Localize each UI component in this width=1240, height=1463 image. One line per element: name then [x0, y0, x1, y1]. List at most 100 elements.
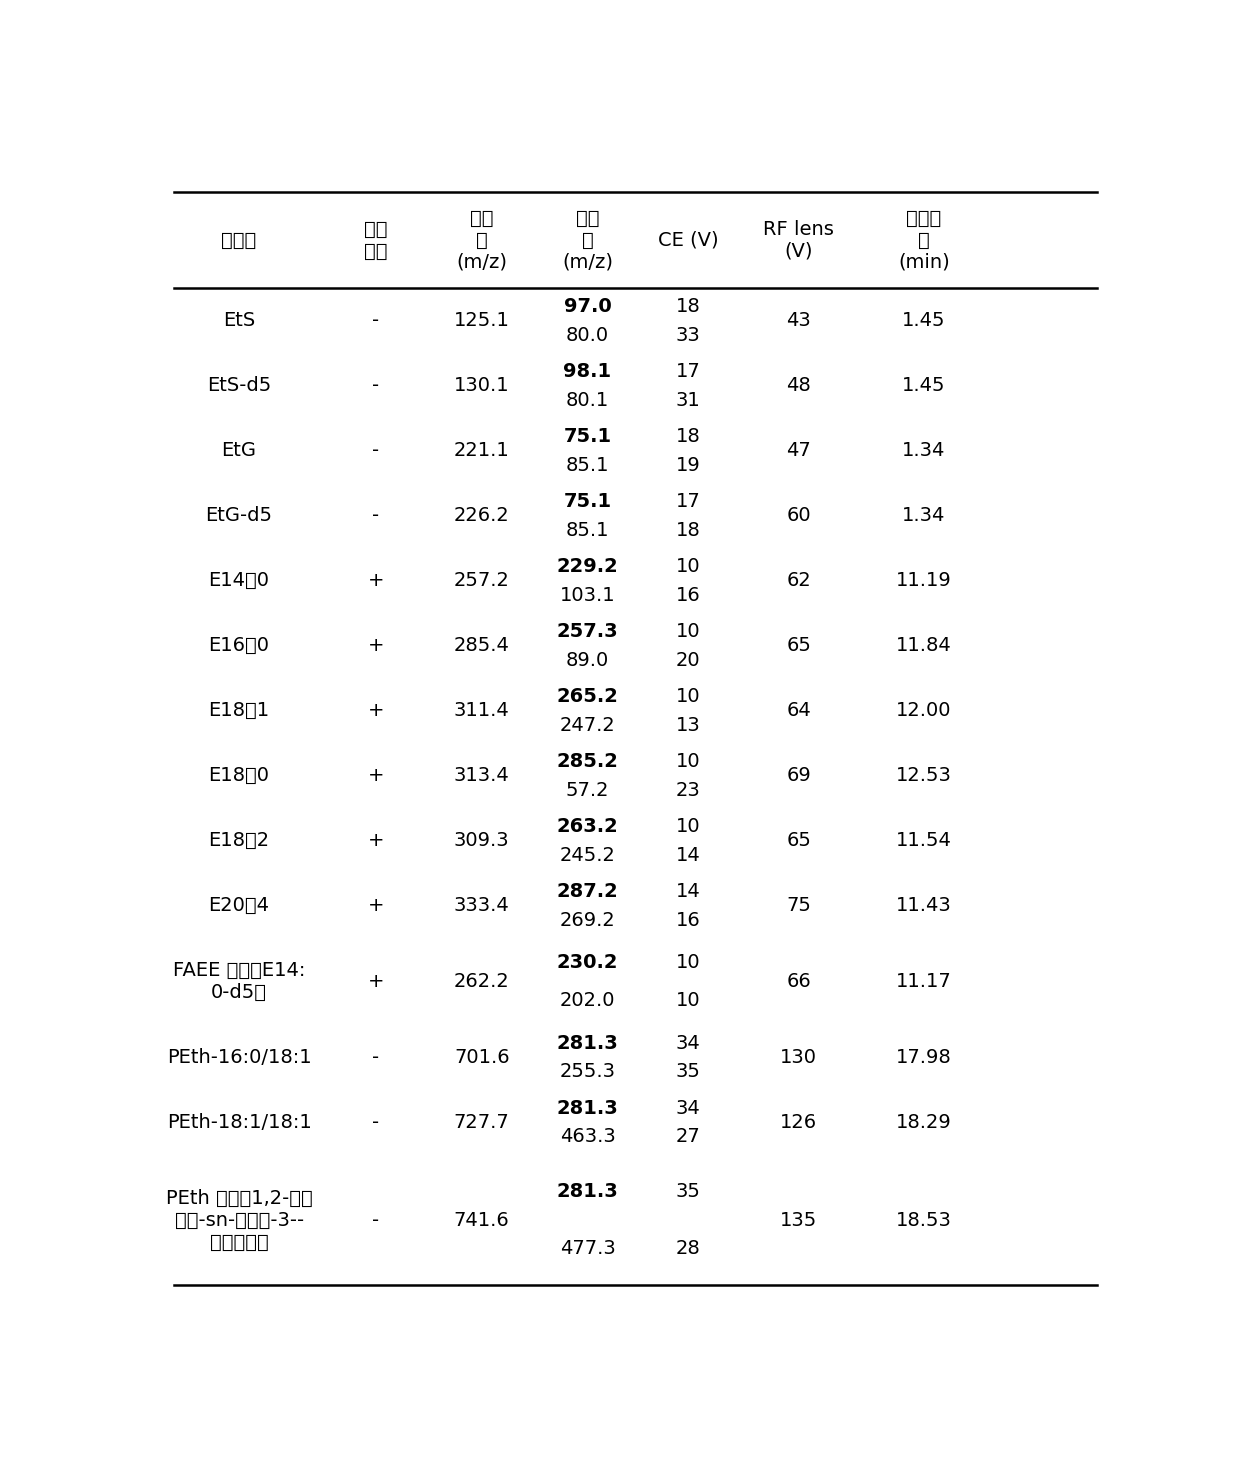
Text: 103.1: 103.1	[559, 585, 615, 604]
Text: 265.2: 265.2	[557, 688, 619, 707]
Text: 18.53: 18.53	[895, 1211, 952, 1230]
Text: EtG-d5: EtG-d5	[206, 506, 273, 525]
Text: 18.29: 18.29	[897, 1113, 951, 1132]
Text: 34: 34	[676, 1034, 701, 1053]
Text: +: +	[368, 973, 384, 992]
Text: 31: 31	[676, 391, 701, 410]
Text: 43: 43	[786, 312, 811, 331]
Text: 64: 64	[786, 701, 811, 720]
Text: 17.98: 17.98	[897, 1048, 951, 1067]
Text: 281.3: 281.3	[557, 1034, 619, 1053]
Text: 48: 48	[786, 376, 811, 395]
Text: 65: 65	[786, 831, 811, 850]
Text: PEth-16:0/18:1: PEth-16:0/18:1	[166, 1048, 311, 1067]
Text: 311.4: 311.4	[454, 701, 510, 720]
Text: 10: 10	[676, 992, 701, 1011]
Text: +: +	[368, 636, 384, 655]
Text: 14: 14	[676, 846, 701, 865]
Text: -: -	[372, 506, 379, 525]
Text: 245.2: 245.2	[559, 846, 615, 865]
Text: +: +	[368, 571, 384, 590]
Text: -: -	[372, 1113, 379, 1132]
Text: 247.2: 247.2	[559, 715, 615, 734]
Text: 1.45: 1.45	[901, 376, 946, 395]
Text: 463.3: 463.3	[559, 1128, 615, 1147]
Text: 33: 33	[676, 326, 701, 344]
Text: 281.3: 281.3	[557, 1182, 619, 1201]
Text: 35: 35	[676, 1062, 701, 1081]
Text: 11.84: 11.84	[897, 636, 951, 655]
Text: 80.1: 80.1	[565, 391, 609, 410]
Text: 285.4: 285.4	[454, 636, 510, 655]
Text: 13: 13	[676, 715, 701, 734]
Text: 1.45: 1.45	[901, 312, 946, 331]
Text: 10: 10	[676, 688, 701, 707]
Text: 202.0: 202.0	[559, 992, 615, 1011]
Text: 57.2: 57.2	[565, 781, 609, 800]
Text: E16：0: E16：0	[208, 636, 269, 655]
Text: 221.1: 221.1	[454, 442, 510, 461]
Text: 20: 20	[676, 651, 701, 670]
Text: E14：0: E14：0	[208, 571, 269, 590]
Text: 19: 19	[676, 455, 701, 474]
Text: 66: 66	[786, 973, 811, 992]
Text: 11.19: 11.19	[897, 571, 951, 590]
Text: 313.4: 313.4	[454, 767, 510, 786]
Text: 11.17: 11.17	[897, 973, 951, 992]
Text: 10: 10	[676, 622, 701, 641]
Text: CE (V): CE (V)	[658, 231, 719, 250]
Text: 11.43: 11.43	[897, 897, 951, 916]
Text: RF lens
(V): RF lens (V)	[764, 219, 835, 260]
Text: E18：1: E18：1	[208, 701, 269, 720]
Text: 287.2: 287.2	[557, 882, 619, 901]
Text: 262.2: 262.2	[454, 973, 510, 992]
Text: EtG: EtG	[222, 442, 257, 461]
Text: -: -	[372, 1048, 379, 1067]
Text: 12.53: 12.53	[895, 767, 952, 786]
Text: 14: 14	[676, 882, 701, 901]
Text: 10: 10	[676, 816, 701, 835]
Text: 257.2: 257.2	[454, 571, 510, 590]
Text: 89.0: 89.0	[565, 651, 609, 670]
Text: 1.34: 1.34	[903, 442, 945, 461]
Text: 60: 60	[786, 506, 811, 525]
Text: +: +	[368, 701, 384, 720]
Text: 12.00: 12.00	[897, 701, 951, 720]
Text: 10: 10	[676, 752, 701, 771]
Text: 255.3: 255.3	[559, 1062, 615, 1081]
Text: +: +	[368, 831, 384, 850]
Text: 16: 16	[676, 585, 701, 604]
Text: -: -	[372, 442, 379, 461]
Text: 281.3: 281.3	[557, 1099, 619, 1118]
Text: PEth-18:1/18:1: PEth-18:1/18:1	[166, 1113, 311, 1132]
Text: +: +	[368, 897, 384, 916]
Text: 229.2: 229.2	[557, 557, 619, 576]
Text: 17: 17	[676, 361, 701, 380]
Text: 10: 10	[676, 954, 701, 973]
Text: 130.1: 130.1	[454, 376, 510, 395]
Text: 18: 18	[676, 297, 701, 316]
Text: 10: 10	[676, 557, 701, 576]
Text: 269.2: 269.2	[559, 910, 615, 929]
Text: 35: 35	[676, 1182, 701, 1201]
Text: 65: 65	[786, 636, 811, 655]
Text: 62: 62	[786, 571, 811, 590]
Text: 285.2: 285.2	[557, 752, 619, 771]
Text: 18: 18	[676, 427, 701, 446]
Text: 80.0: 80.0	[565, 326, 609, 344]
Text: 85.1: 85.1	[565, 455, 609, 474]
Text: 子离
子
(m/z): 子离 子 (m/z)	[562, 209, 613, 272]
Text: 727.7: 727.7	[454, 1113, 510, 1132]
Text: -: -	[372, 376, 379, 395]
Text: 85.1: 85.1	[565, 521, 609, 540]
Text: 701.6: 701.6	[454, 1048, 510, 1067]
Text: +: +	[368, 767, 384, 786]
Text: 母离
子
(m/z): 母离 子 (m/z)	[456, 209, 507, 272]
Text: 目标物: 目标物	[222, 231, 257, 250]
Text: 126: 126	[780, 1113, 817, 1132]
Text: EtS: EtS	[223, 312, 255, 331]
Text: FAEE 内标（E14:
0-d5）: FAEE 内标（E14: 0-d5）	[172, 961, 305, 1002]
Text: 230.2: 230.2	[557, 954, 619, 973]
Text: 69: 69	[786, 767, 811, 786]
Text: -: -	[372, 1211, 379, 1230]
